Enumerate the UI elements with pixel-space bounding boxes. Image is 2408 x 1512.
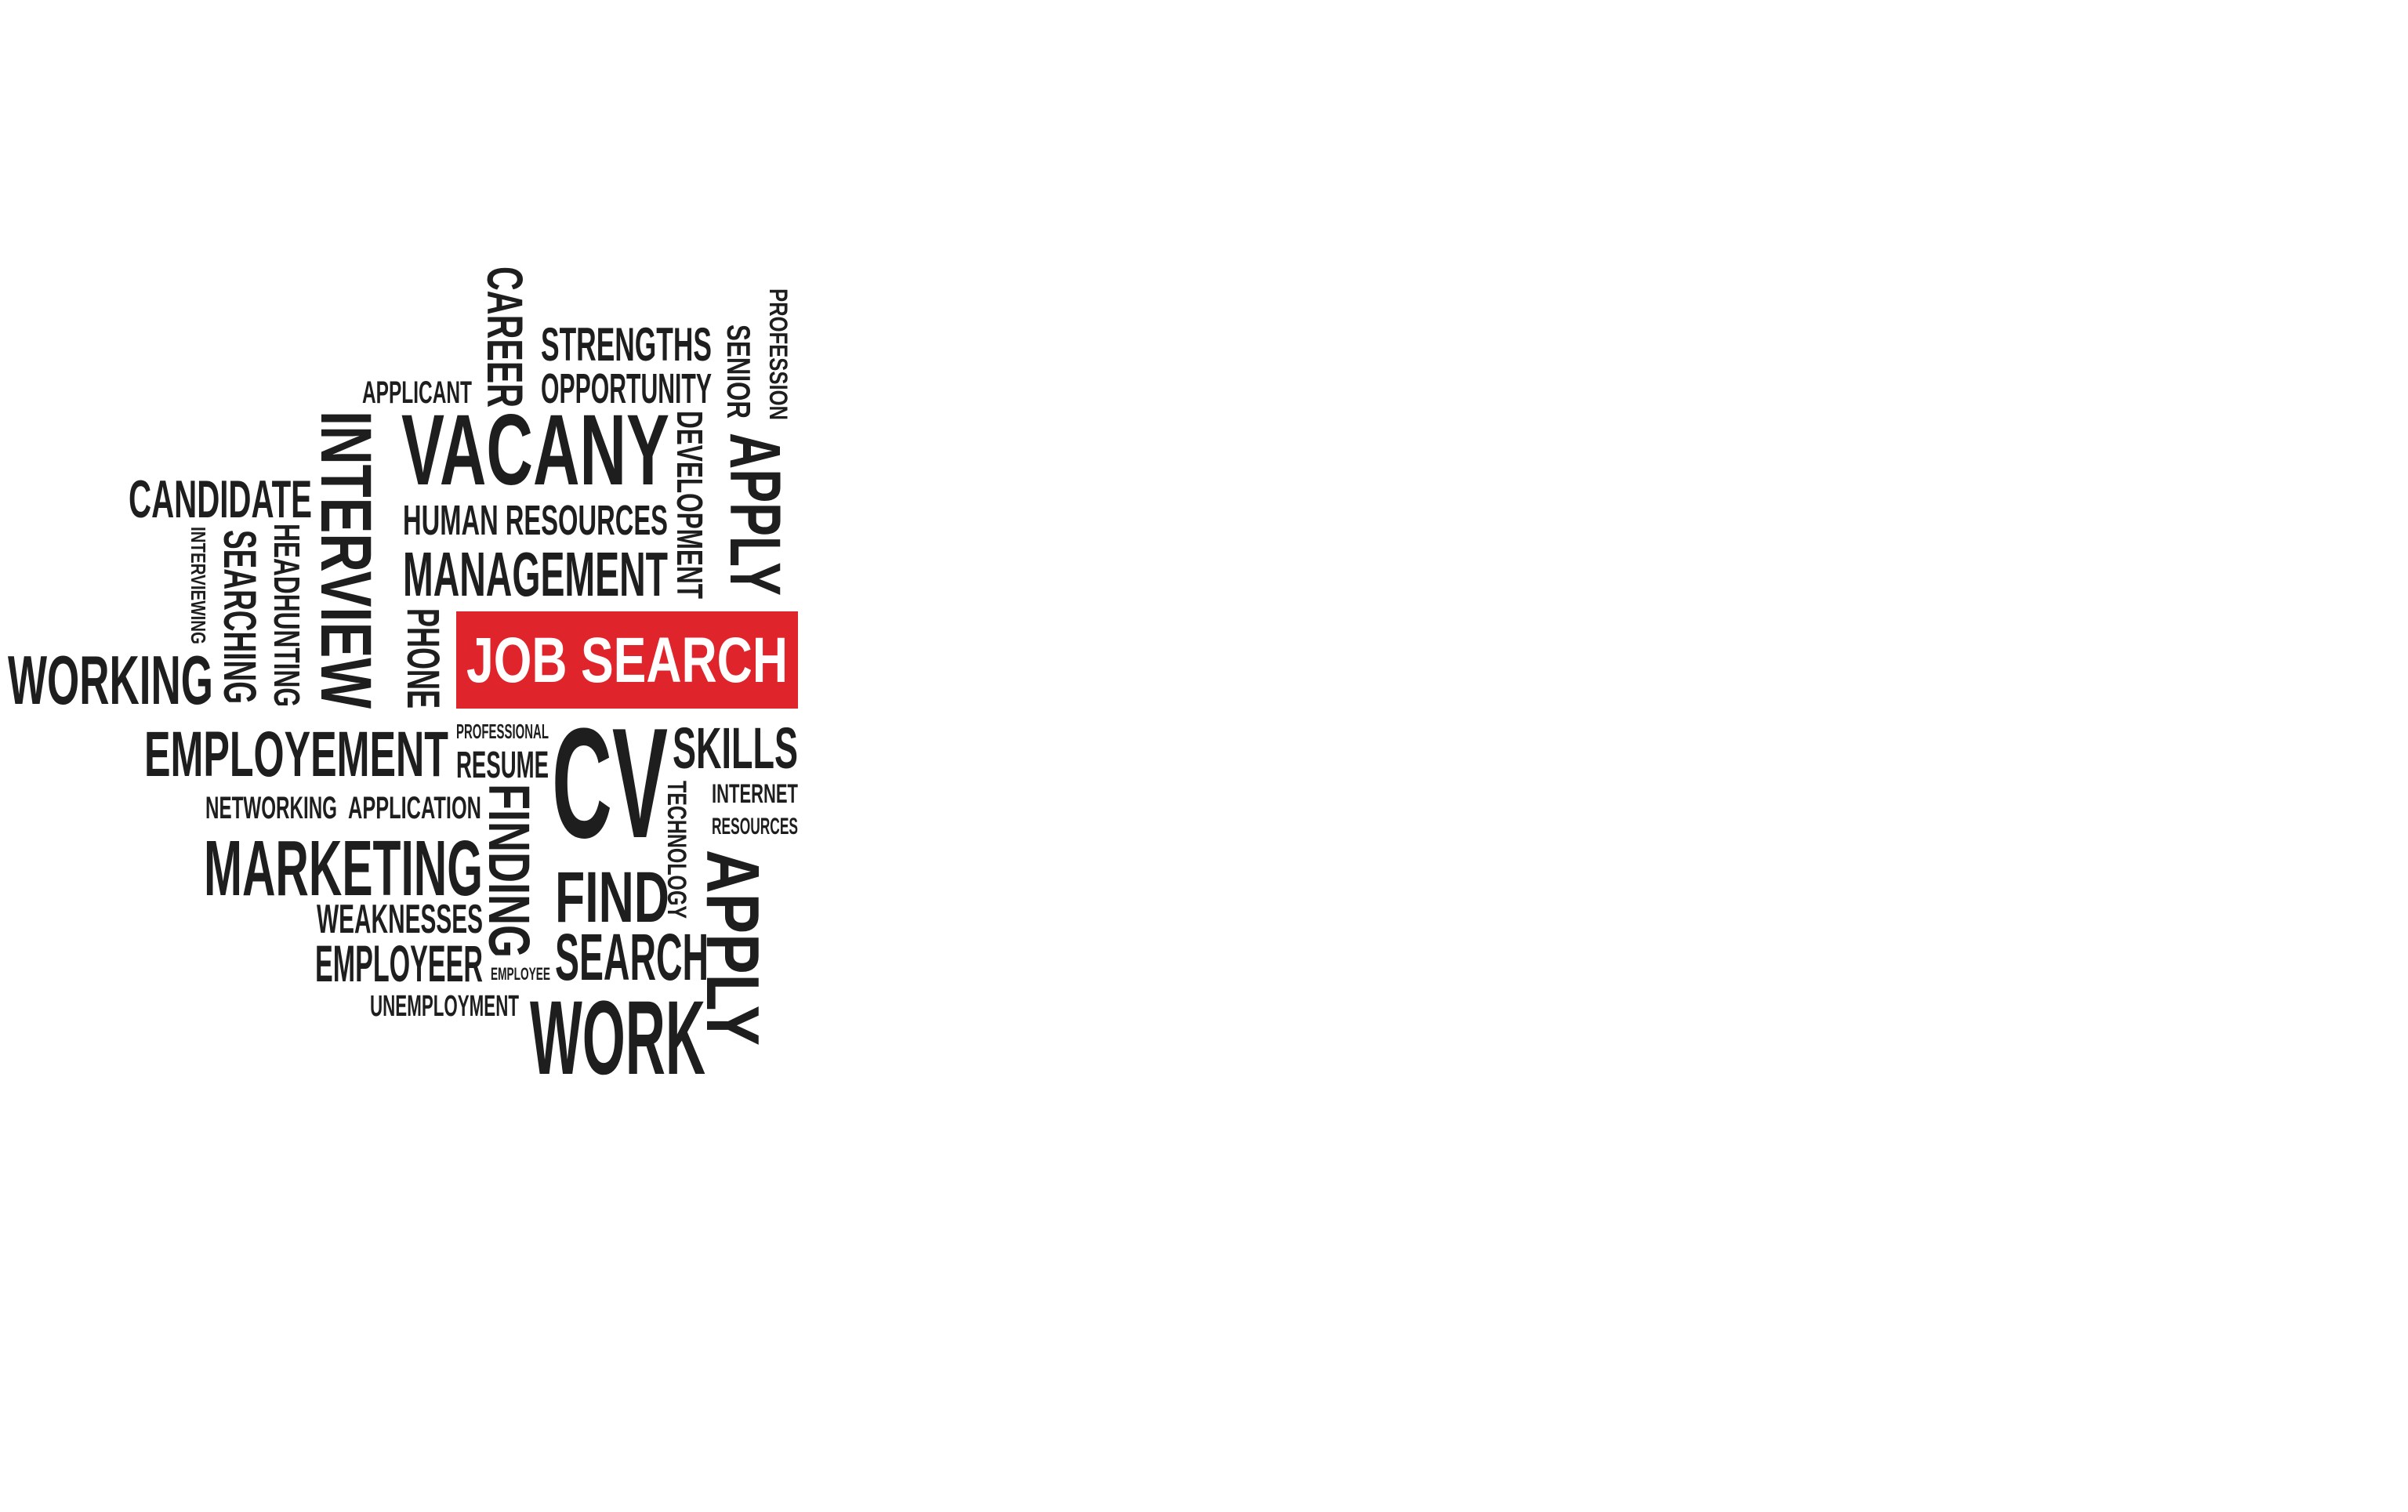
word-find: FIND xyxy=(555,858,669,937)
word-search: SEARCH xyxy=(555,920,709,994)
word-networking: NETWORKING xyxy=(205,791,337,825)
word-vacany: VACANY xyxy=(401,394,669,506)
word-employee: EMPLOYEE xyxy=(491,964,550,984)
word-unemployment: UNEMPLOYMENT xyxy=(370,990,519,1023)
word-apply-top: APPLY xyxy=(715,433,795,596)
word-candidate: CANDIDATE xyxy=(129,470,312,529)
word-finding: FINDING xyxy=(477,784,542,958)
word-employement: EMPLOYEMENT xyxy=(144,719,448,790)
word-application: APPLICATION xyxy=(348,791,481,825)
job-search-highlight-box xyxy=(456,611,798,709)
word-cv: CV xyxy=(552,696,668,871)
word-internet: INTERNET xyxy=(712,779,798,809)
word-management: MANAGEMENT xyxy=(403,539,668,609)
word-marketing: MARKETING xyxy=(204,825,483,912)
word-strengths: STRENGTHS xyxy=(541,318,712,371)
word-opportunity: OPPORTUNITY xyxy=(541,365,712,412)
word-applicant: APPLICANT xyxy=(362,375,472,410)
word-headhunting: HEADHUNTING xyxy=(267,524,307,707)
word-resume: RESUME xyxy=(456,745,549,786)
word-resources: RESOURCES xyxy=(712,814,798,839)
word-searching: SEARCHING xyxy=(214,530,265,704)
word-job-search: JOB SEARCH xyxy=(466,625,788,696)
word-weaknesses: WEAKNESSES xyxy=(317,897,483,942)
word-human-resources: HUMAN RESOURCES xyxy=(403,497,668,544)
word-professional: PROFESSIONAL xyxy=(456,720,549,743)
word-skills: SKILLS xyxy=(673,716,798,781)
word-technology: TECHNOLOGY xyxy=(662,781,691,919)
word-development: DEVELOPMENT xyxy=(669,411,710,599)
word-senior: SENIOR xyxy=(720,325,757,419)
word-career: CAREER xyxy=(477,267,533,408)
word-working: WORKING xyxy=(8,641,213,719)
word-employeer: EMPLOYEER xyxy=(315,934,483,992)
word-profession: PROFESSION xyxy=(764,288,792,420)
word-phone: PHONE xyxy=(397,608,448,709)
word-work: WORK xyxy=(530,980,705,1097)
word-apply-bottom: APPLY xyxy=(691,850,774,1046)
word-interviewing: INTERVIEWING xyxy=(187,527,210,644)
word-interview: INTERVIEW xyxy=(306,411,386,709)
